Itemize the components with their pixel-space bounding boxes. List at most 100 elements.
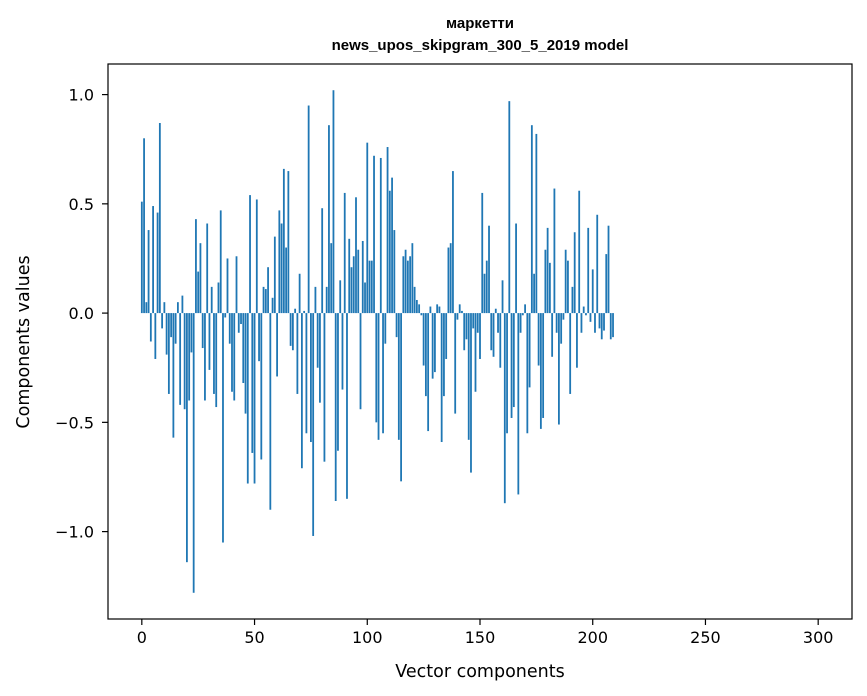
bar-component-87	[337, 313, 339, 451]
x-tick-label: 200	[577, 628, 608, 647]
bar-component-67	[291, 313, 294, 351]
bar-component-194	[578, 190, 581, 314]
bar-component-27	[201, 313, 204, 349]
bar-component-171	[526, 313, 529, 434]
bar-component-128	[429, 306, 432, 314]
chart-subtitle: news_upos_skipgram_300_5_2019 model	[332, 37, 629, 54]
bar-component-208	[609, 313, 612, 340]
bar-component-192	[573, 232, 576, 314]
bar-component-52	[258, 313, 260, 362]
bar-component-150	[479, 313, 481, 359]
bar-component-61	[278, 210, 281, 314]
bar-component-65	[287, 171, 290, 314]
bar-component-116	[402, 256, 405, 314]
bar-component-10	[163, 302, 166, 314]
bar-component-130	[434, 313, 436, 373]
bar-component-96	[357, 249, 360, 314]
bar-component-1	[143, 138, 145, 314]
bar-component-40	[231, 313, 233, 392]
bar-component-25	[197, 271, 200, 314]
bar-component-123	[418, 304, 421, 314]
bar-component-180	[546, 227, 549, 314]
bar-component-24	[195, 219, 197, 314]
bar-component-19	[183, 313, 186, 410]
bar-component-104	[375, 313, 378, 423]
bar-component-182	[551, 313, 554, 357]
bar-component-46	[244, 313, 247, 414]
bar-component-111	[391, 177, 393, 314]
bar-component-164	[510, 313, 513, 418]
bar-component-77	[314, 286, 317, 314]
bar-component-185	[558, 313, 560, 425]
bar-component-114	[397, 313, 400, 440]
bar-component-50	[253, 313, 256, 484]
bar-component-89	[341, 313, 344, 390]
bar-component-7	[156, 212, 159, 314]
bar-component-102	[370, 260, 373, 314]
bar-component-160	[501, 280, 504, 314]
bar-component-200	[591, 269, 594, 314]
bar-component-172	[528, 313, 531, 388]
bar-component-17	[179, 313, 182, 405]
bar-component-106	[379, 157, 382, 314]
bar-component-206	[605, 254, 608, 314]
bar-component-38	[226, 258, 229, 314]
bar-component-169	[521, 313, 524, 316]
bar-component-5	[152, 206, 154, 314]
bar-component-73	[305, 313, 308, 434]
bar-component-68	[294, 308, 297, 314]
bar-component-26	[199, 243, 202, 314]
bar-component-124	[420, 313, 423, 316]
bar-component-113	[395, 313, 398, 338]
bar-component-178	[542, 313, 545, 418]
bar-component-125	[422, 313, 425, 366]
bar-component-39	[228, 313, 231, 344]
bar-component-156	[492, 313, 495, 357]
bar-component-12	[167, 313, 170, 394]
bar-component-112	[393, 230, 396, 314]
x-tick-label: 150	[465, 628, 496, 647]
y-axis-ticks: −1.0 −0.5 0.0 0.5 1.0	[55, 86, 108, 542]
bar-component-153	[485, 260, 488, 314]
bar-component-177	[539, 313, 542, 429]
bar-component-18	[181, 295, 184, 314]
plot-frame	[107, 63, 853, 620]
y-tick-label: 1.0	[69, 86, 94, 105]
bar-component-193	[576, 313, 578, 368]
bar-component-108	[384, 313, 387, 344]
bar-component-121	[413, 286, 416, 314]
x-tick-label: 100	[352, 628, 383, 647]
bar-component-140	[456, 313, 459, 320]
bar-component-142	[461, 310, 463, 314]
bar-component-155	[490, 313, 493, 351]
bar-component-163	[508, 101, 511, 314]
bars-group	[140, 90, 614, 593]
bar-component-159	[499, 313, 502, 368]
bar-component-167	[517, 313, 520, 495]
bar-component-202	[596, 214, 599, 314]
bar-component-136	[447, 247, 450, 314]
bar-component-141	[458, 304, 461, 314]
bar-component-184	[555, 313, 558, 333]
bar-component-4	[149, 313, 152, 342]
x-tick-label: 250	[690, 628, 721, 647]
bar-component-45	[242, 313, 245, 384]
bar-component-34	[217, 282, 220, 314]
bar-component-157	[494, 308, 497, 314]
bar-component-42	[235, 256, 238, 314]
x-axis-label: Vector components	[395, 662, 564, 682]
bar-component-105	[377, 313, 380, 440]
bar-component-2	[145, 302, 148, 314]
bar-component-83	[328, 125, 330, 314]
y-tick-label: 0.5	[69, 195, 94, 214]
bar-component-31	[210, 286, 213, 314]
bar-component-99	[364, 282, 366, 314]
bar-component-93	[350, 267, 353, 314]
bar-component-198	[587, 227, 590, 314]
bar-component-74	[307, 105, 310, 314]
bar-component-120	[411, 243, 414, 314]
bar-component-92	[348, 238, 351, 314]
bar-component-72	[303, 310, 306, 314]
bar-component-181	[548, 262, 551, 314]
bar-component-187	[562, 313, 565, 320]
